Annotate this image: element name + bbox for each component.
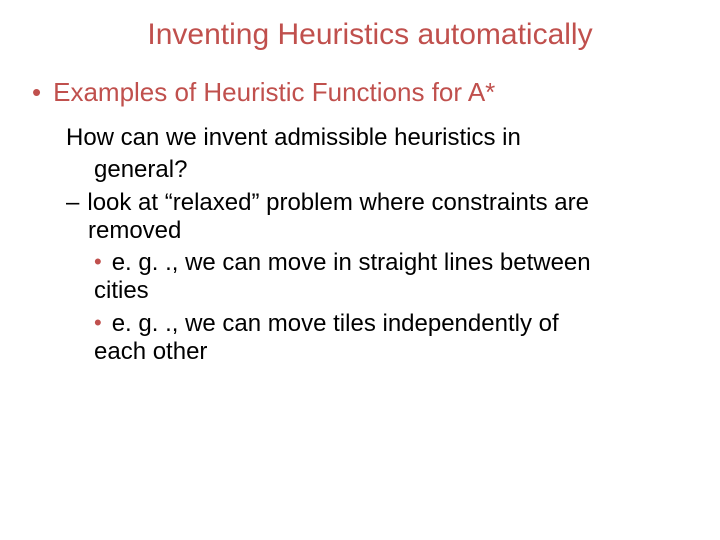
bullet-dot-icon: • — [94, 249, 102, 275]
bullet-level1: • Examples of Heuristic Functions for A* — [32, 78, 688, 108]
bullet-level2: – look at “relaxed” problem where constr… — [66, 189, 688, 217]
slide-title: Inventing Heuristics automatically — [72, 18, 668, 52]
question-line2: general? — [66, 156, 688, 184]
bullet-level3-1: • e. g. ., we can move in straight lines… — [66, 249, 688, 277]
body-block: How can we invent admissible heuristics … — [32, 124, 688, 367]
example1-line1: e. g. ., we can move in straight lines b… — [112, 249, 688, 277]
example1-line2: cities — [66, 277, 688, 305]
level1-text: Examples of Heuristic Functions for A* — [53, 78, 495, 108]
question-line1: How can we invent admissible heuristics … — [66, 124, 688, 152]
dash-icon: – — [66, 189, 79, 217]
relaxed-line2: removed — [66, 217, 688, 245]
relaxed-line1: look at “relaxed” problem where constrai… — [87, 189, 688, 217]
bullet-level3-2: • e. g. ., we can move tiles independent… — [66, 310, 688, 338]
example2-line1: e. g. ., we can move tiles independently… — [112, 310, 688, 338]
bullet-dot-icon: • — [32, 78, 41, 108]
slide-container: Inventing Heuristics automatically • Exa… — [0, 0, 720, 540]
example2-line2: each other — [66, 338, 688, 366]
bullet-dot-icon: • — [94, 310, 102, 336]
